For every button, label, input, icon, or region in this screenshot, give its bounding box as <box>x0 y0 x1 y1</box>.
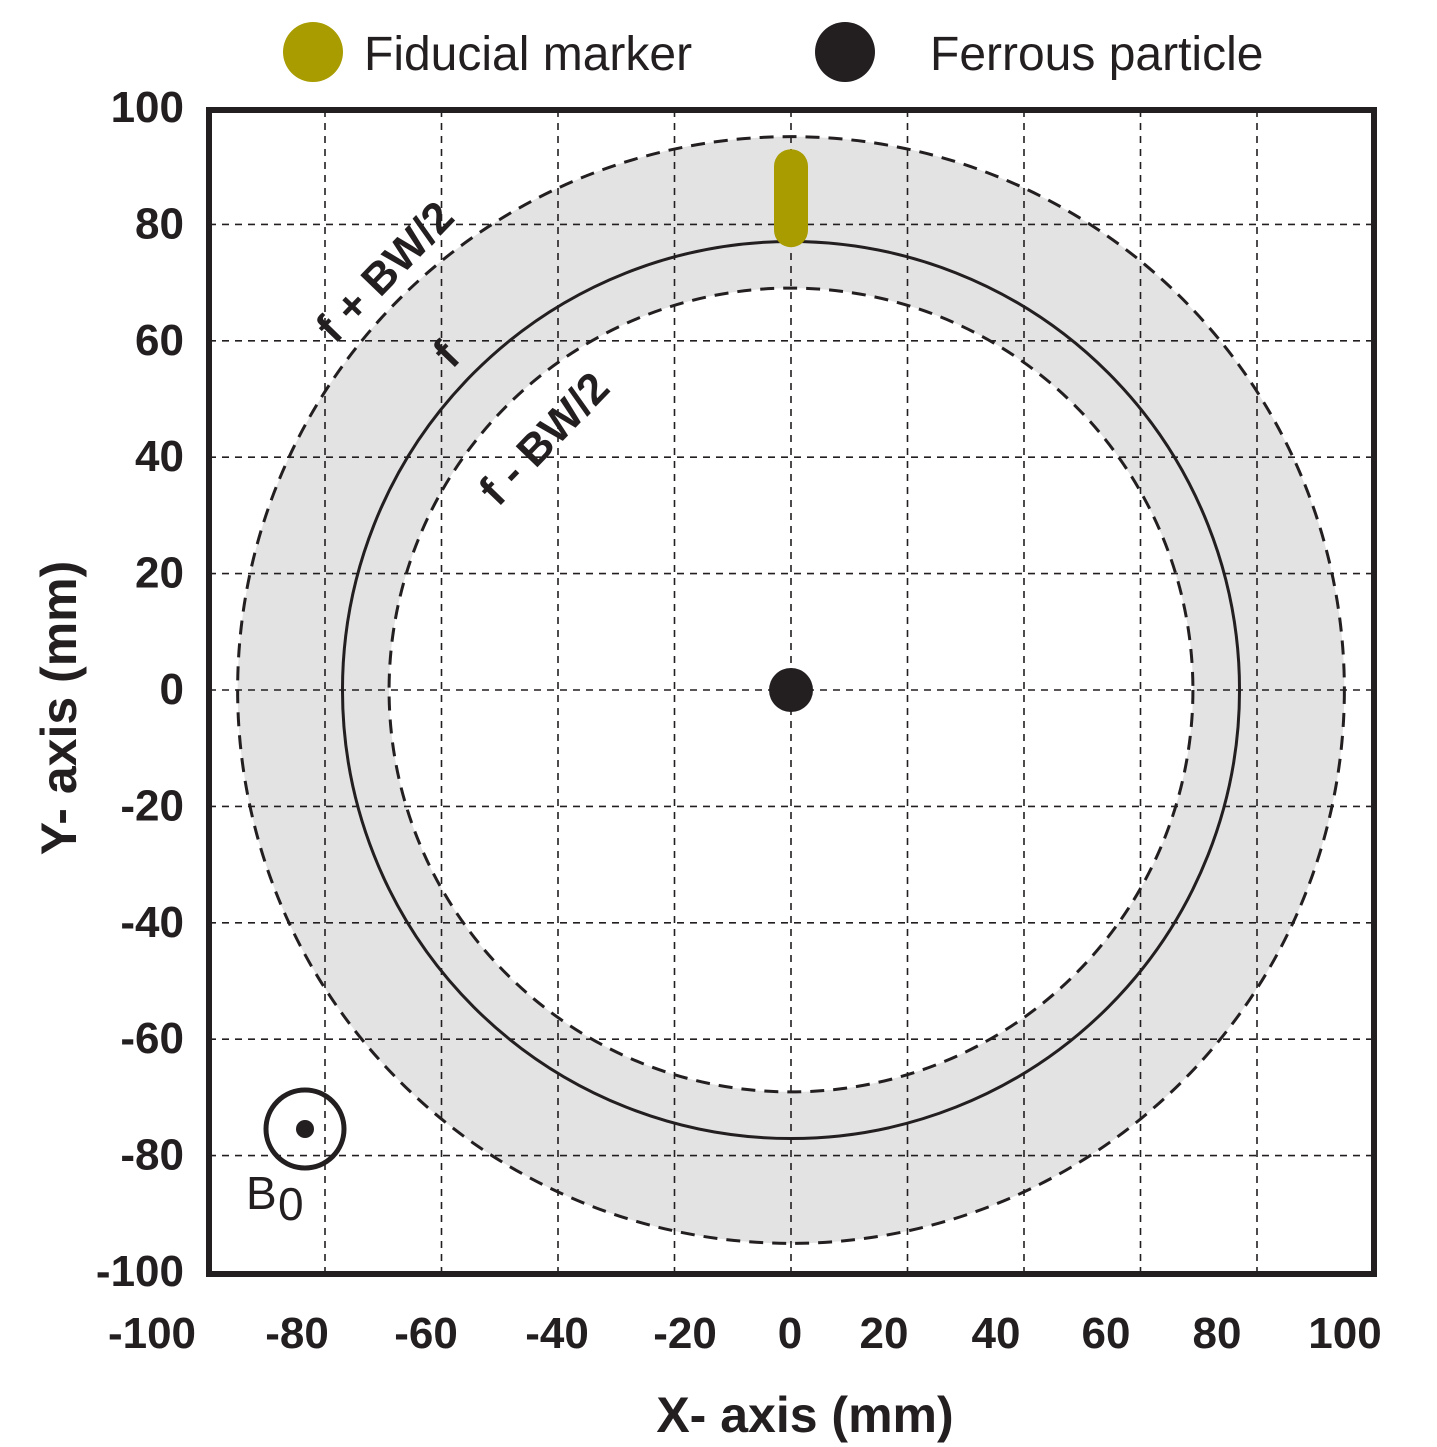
circle-f-minus-half-bandwidth <box>387 286 1195 1094</box>
y-tick-label: 40 <box>135 432 184 481</box>
ferrous-particle <box>769 668 813 712</box>
legend-ferrous-swatch <box>815 22 875 82</box>
x-tick-label: -60 <box>394 1309 458 1358</box>
legend-fiducial-swatch <box>283 22 343 82</box>
x-tick-label: 60 <box>1082 1309 1131 1358</box>
legend: Fiducial marker Ferrous particle <box>283 22 1263 82</box>
x-tick-labels: -100 -80 -60 -40 -20 0 20 40 60 80 100 <box>108 1309 1382 1358</box>
x-tick-label: 40 <box>972 1309 1021 1358</box>
y-tick-label: 100 <box>111 83 184 132</box>
legend-fiducial-label: Fiducial marker <box>364 28 692 81</box>
y-tick-labels: 100 80 60 40 20 0 -20 -40 -60 -80 -100 <box>96 83 184 1296</box>
b0-field-symbol: B 0 <box>246 1087 347 1230</box>
y-tick-label: 60 <box>135 316 184 365</box>
y-tick-label: -80 <box>120 1131 184 1180</box>
b0-dot-icon <box>296 1120 314 1138</box>
plot-frame <box>206 107 1377 1277</box>
y-axis-title: Y- axis (mm) <box>31 561 87 856</box>
x-tick-label: 100 <box>1308 1309 1381 1358</box>
circle-f-plus-half-bandwidth <box>236 135 1346 1245</box>
x-tick-label: 0 <box>778 1309 802 1358</box>
x-tick-label: -40 <box>525 1309 589 1358</box>
y-tick-label: 20 <box>135 549 184 598</box>
x-tick-label: 80 <box>1193 1309 1242 1358</box>
x-tick-label: 20 <box>860 1309 909 1358</box>
y-tick-label: -20 <box>120 781 184 830</box>
b0-circle-icon <box>263 1087 347 1171</box>
y-tick-label: 0 <box>160 665 184 714</box>
x-tick-label: -100 <box>108 1309 196 1358</box>
legend-ferrous-label: Ferrous particle <box>930 28 1263 81</box>
y-tick-label: -100 <box>96 1247 184 1296</box>
x-tick-label: -80 <box>265 1309 329 1358</box>
y-tick-label: -60 <box>120 1014 184 1063</box>
x-tick-label: -20 <box>653 1309 717 1358</box>
b0-label: B <box>246 1167 277 1219</box>
b0-subscript: 0 <box>278 1178 304 1230</box>
y-tick-label: -40 <box>120 898 184 947</box>
x-axis-title: X- axis (mm) <box>656 1387 953 1443</box>
y-tick-label: 80 <box>135 199 184 248</box>
